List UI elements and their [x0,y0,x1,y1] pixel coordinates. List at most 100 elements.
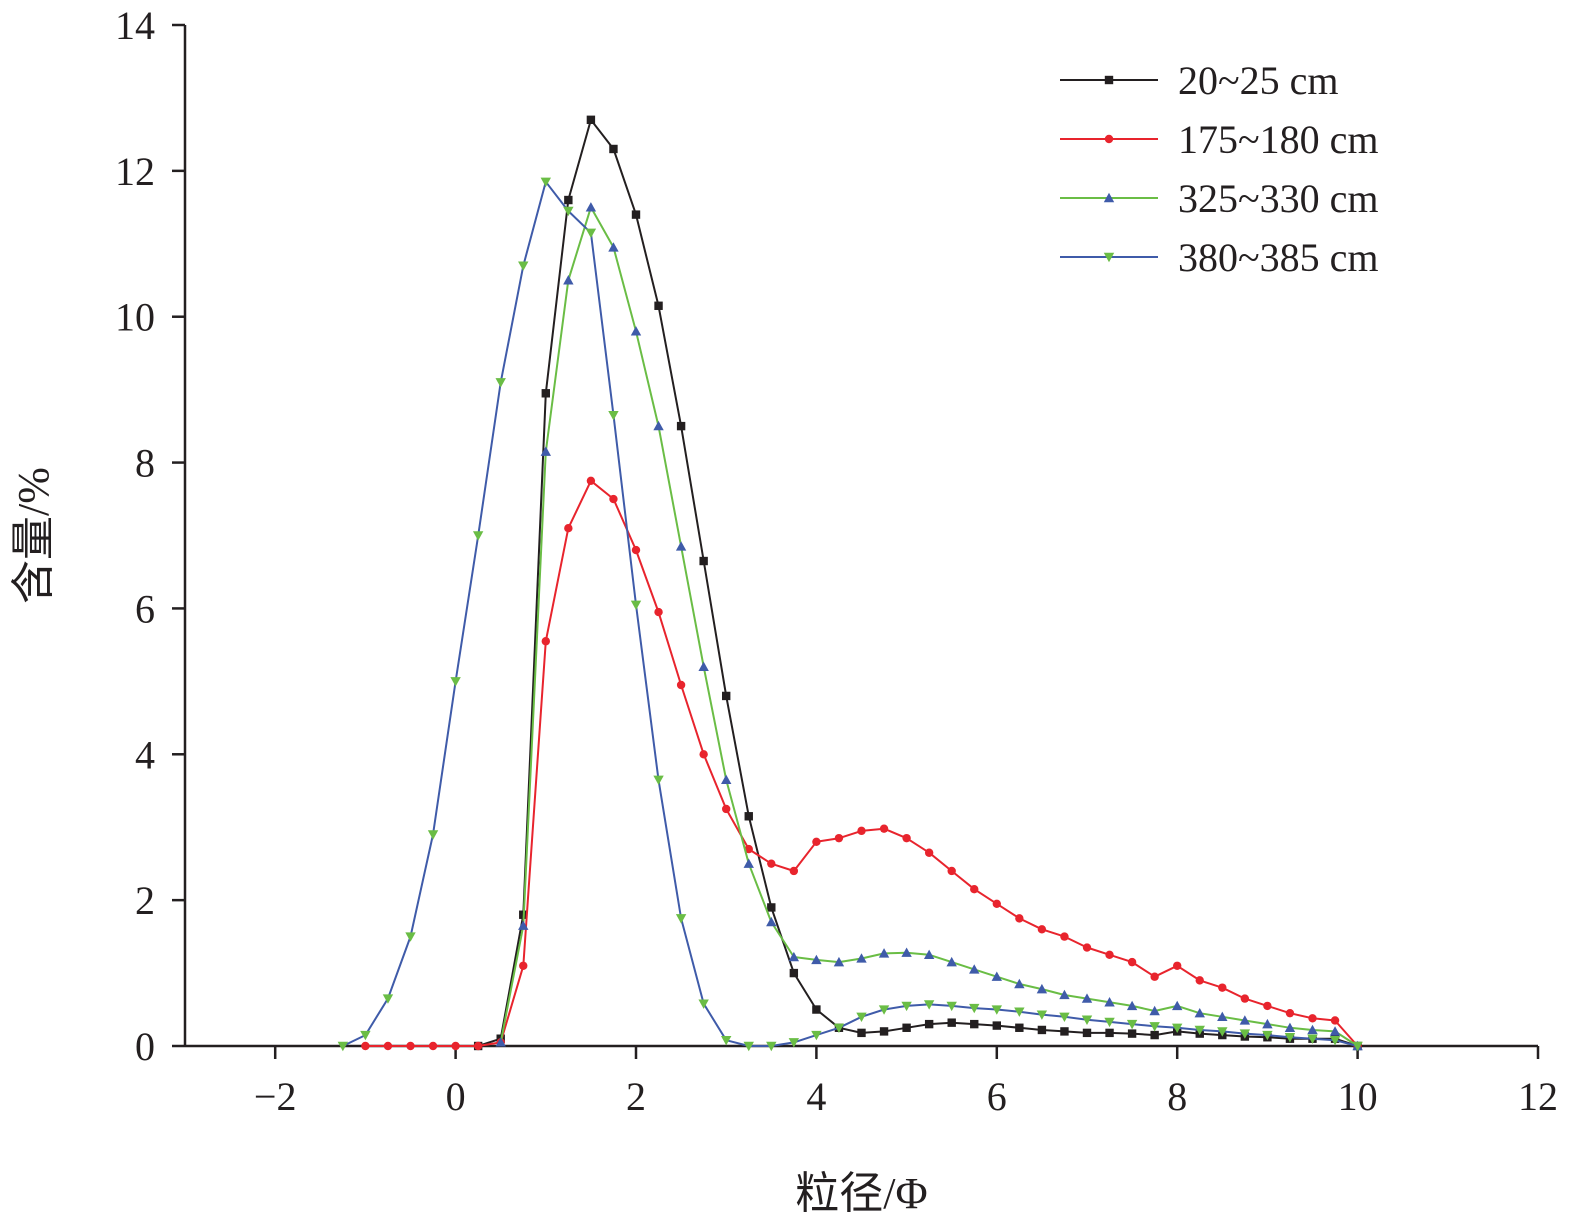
data-point [1194,1025,1205,1036]
data-point [924,1019,934,1029]
series-line [342,180,1358,1047]
data-point [427,830,439,840]
data-point [879,1027,889,1036]
data-point [519,961,528,970]
data-point [450,677,461,687]
data-point [857,826,866,836]
x-tick-label: 6 [987,1074,1007,1119]
data-point [585,228,597,239]
data-point [744,844,753,854]
data-point [766,916,777,927]
data-point [1081,993,1093,1003]
data-point [1172,1000,1183,1011]
data-point [699,556,708,566]
data-point [946,956,957,967]
data-point [451,1041,460,1051]
legend-swatch-marker [1104,134,1114,144]
data-point [1218,983,1227,992]
data-point [1127,1029,1137,1038]
data-point [609,144,618,154]
data-point [1014,1007,1025,1017]
data-point [518,920,529,930]
data-point [1015,1023,1024,1032]
data-point [1173,961,1182,970]
data-point [361,1041,370,1051]
y-tick-label: 12 [115,149,155,194]
data-point [1307,1024,1318,1035]
data-point [495,378,506,388]
data-point [1195,976,1204,985]
data-point [902,1023,911,1032]
data-point [1105,950,1114,960]
data-point [857,1028,866,1038]
data-point [586,115,596,125]
legend: 20~25 cm 175~180 cm 325~330 cm 380~385 cm [1060,58,1379,280]
data-point [1239,1029,1251,1039]
data-point [766,1041,777,1052]
data-point [563,206,574,217]
data-point [1263,1001,1272,1011]
data-point [743,1041,754,1052]
data-point [608,242,619,252]
data-point [1060,1027,1069,1036]
data-point [563,275,574,285]
data-point [654,301,663,310]
y-axis-title: 含量/% [9,467,58,604]
data-point [811,954,822,965]
data-point [1150,972,1159,981]
legend-entry-1: 175~180 cm [1060,117,1379,162]
data-point [698,661,709,671]
data-point [812,1005,821,1014]
data-point [788,951,800,962]
data-point [923,1000,935,1010]
data-point [654,607,663,617]
data-point [1126,1000,1138,1011]
data-point [428,1041,438,1051]
data-point [631,545,641,555]
data-point [1126,1019,1138,1030]
data-point [675,914,687,924]
data-point [1217,1027,1228,1037]
x-tick-label: −2 [254,1074,297,1119]
data-point [1329,1035,1341,1046]
x-tick-label: 0 [446,1074,466,1119]
data-point [1149,1022,1160,1032]
data-point [608,410,619,421]
data-point [1059,989,1070,1000]
axes: 0 2 4 6 8 10 12 14 −2 0 2 4 6 8 10 12 [115,3,1558,1119]
data-point [1014,978,1025,989]
data-point [699,750,708,759]
y-tick-label: 14 [115,3,155,48]
data-point [382,994,394,1004]
data-point [901,947,912,957]
data-point [630,326,642,336]
data-point [1104,997,1115,1007]
data-point [653,775,664,786]
legend-entry-3: 380~385 cm [1060,235,1379,280]
data-point [947,1018,956,1027]
data-point [721,1035,732,1046]
data-point [564,195,573,205]
y-tick-label: 10 [115,295,155,340]
data-point [360,1030,371,1041]
data-point [631,210,641,219]
data-point [1150,1030,1159,1040]
x-tick-label: 10 [1338,1074,1378,1119]
y-tick-label: 8 [135,441,155,486]
data-point [1127,957,1137,967]
data-point [586,476,596,486]
data-point [676,421,686,431]
data-point [1082,1028,1092,1038]
data-point [1217,1011,1228,1022]
data-point [1329,1026,1341,1036]
data-point [721,774,732,785]
series-1 [361,476,1362,1051]
data-point [789,866,799,876]
x-tick-label: 2 [626,1074,646,1119]
data-point [541,389,550,398]
data-point [564,524,573,533]
data-point [788,1038,800,1048]
y-tick-label: 0 [135,1024,155,1069]
series-line [499,206,1359,1047]
